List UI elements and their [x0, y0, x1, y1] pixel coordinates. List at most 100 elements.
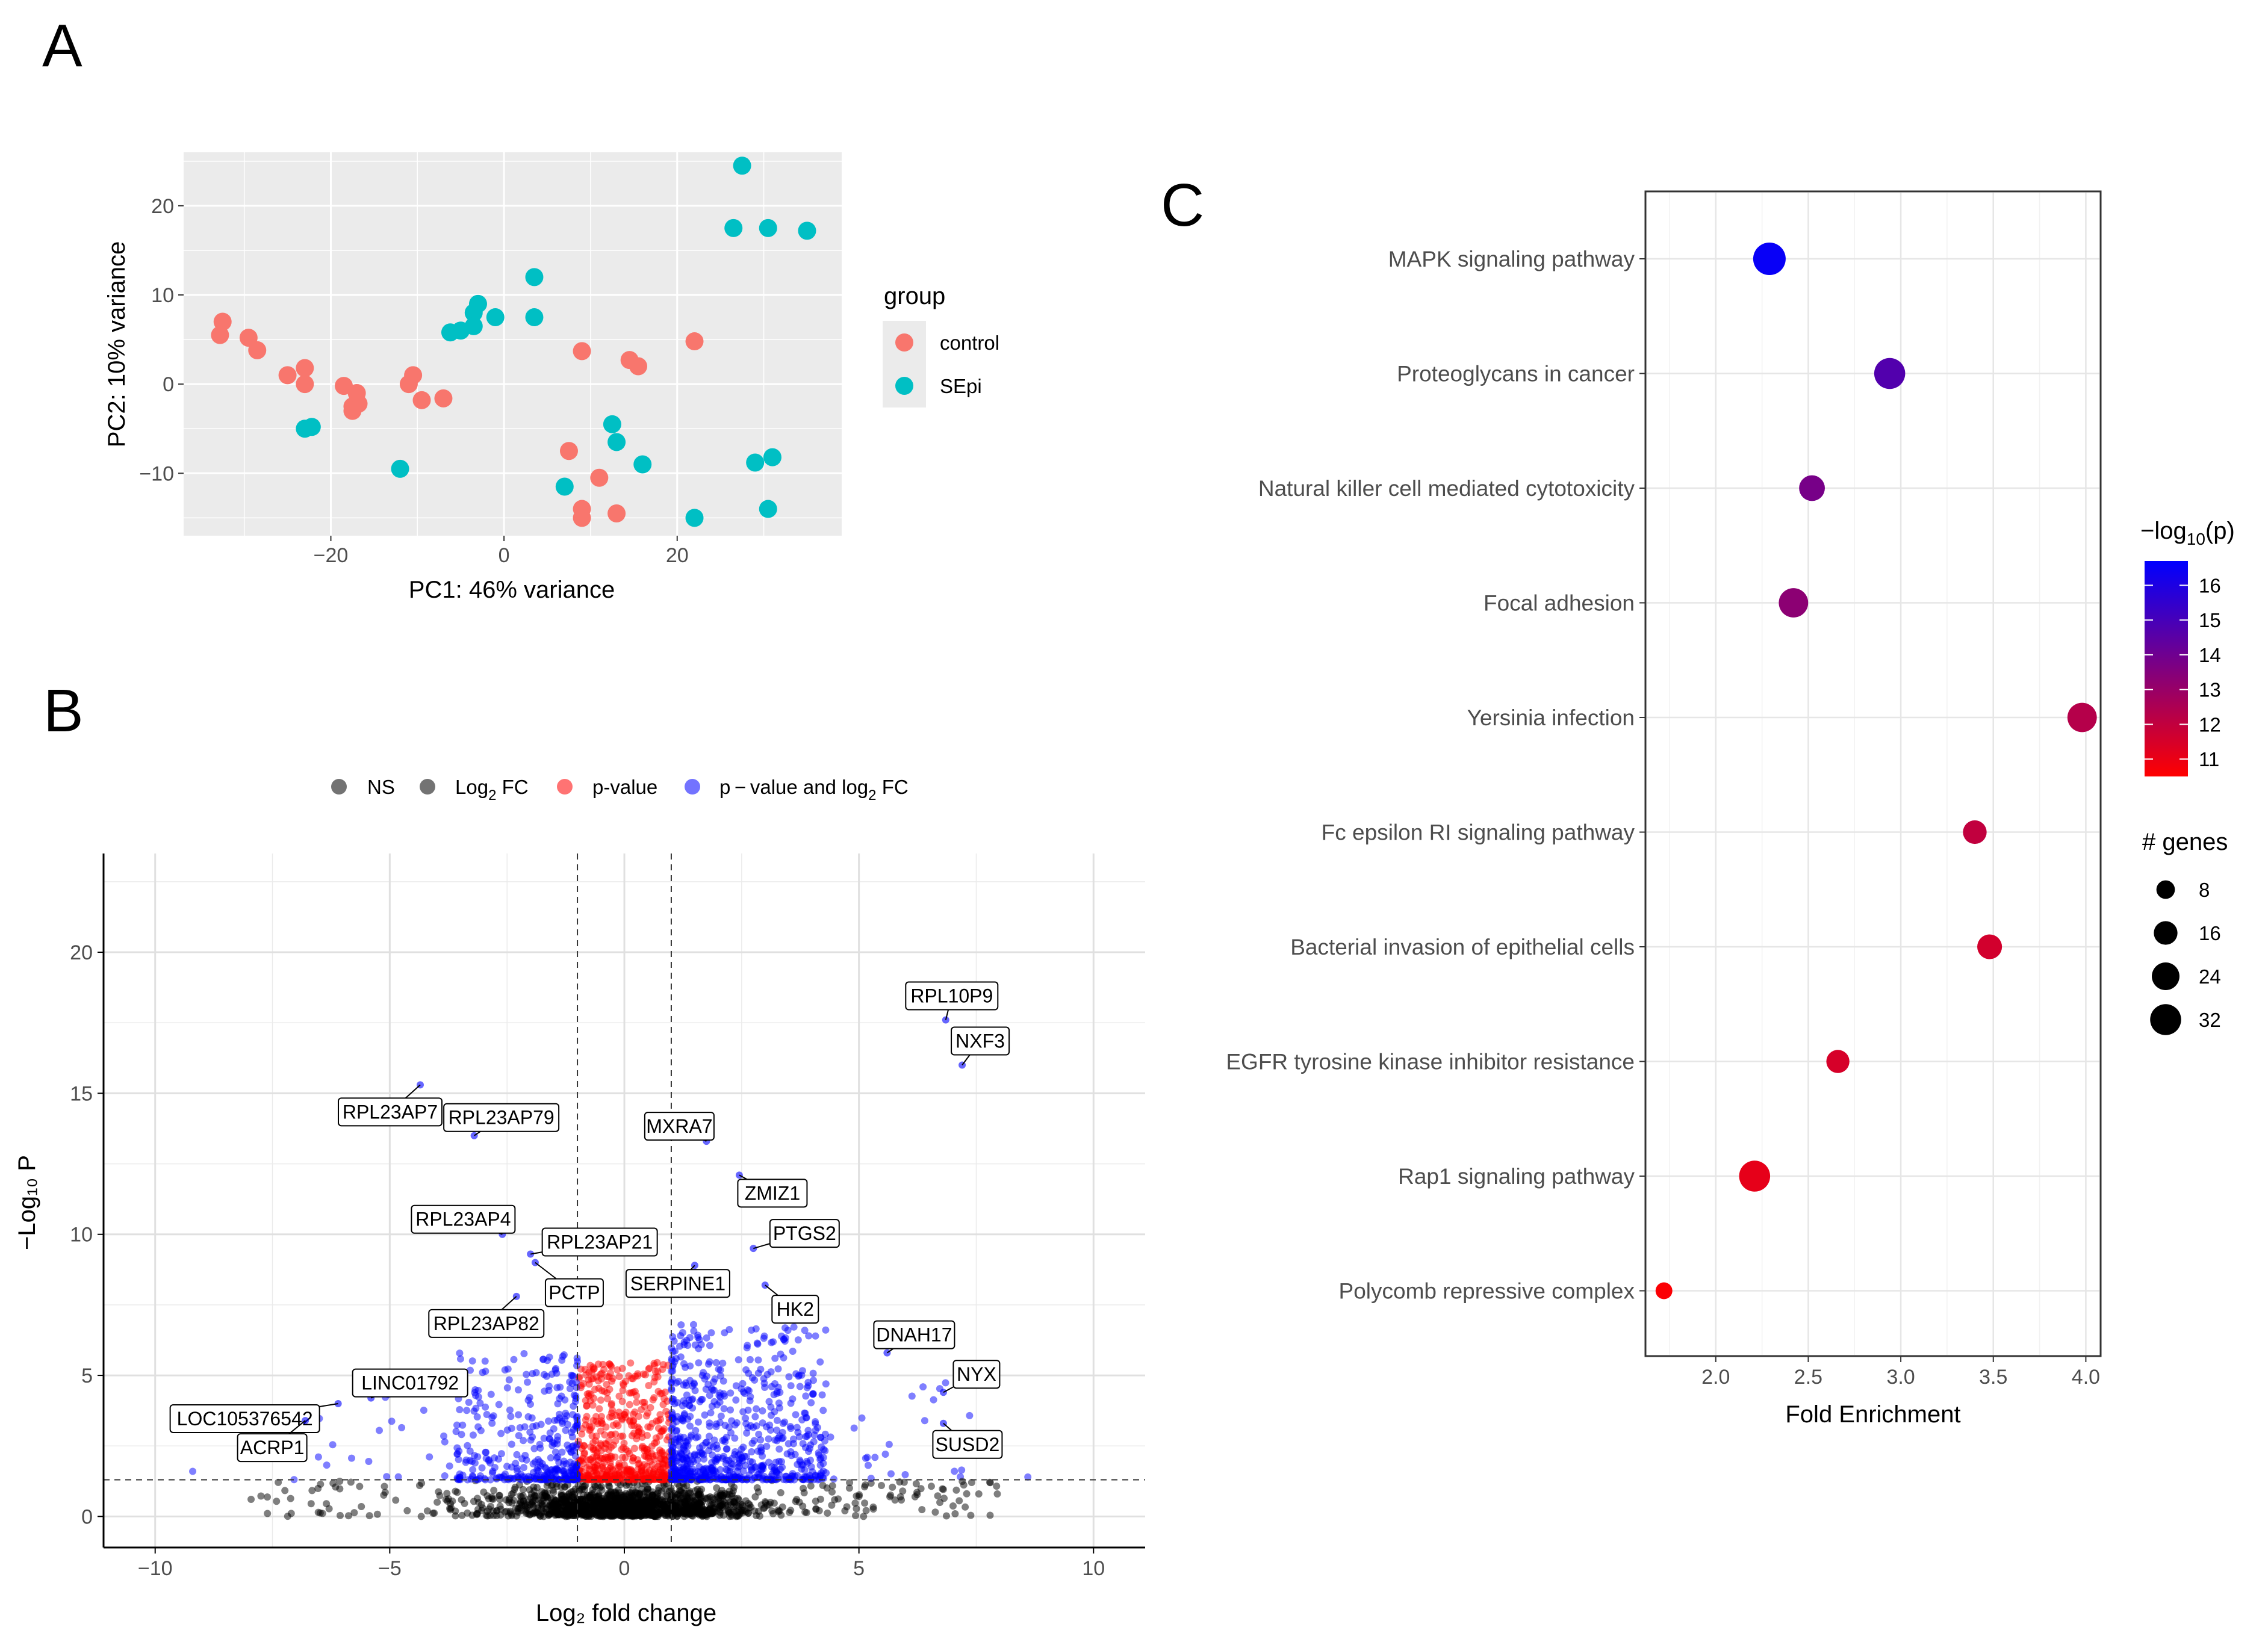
- volcano-point: [490, 1487, 498, 1495]
- volcano-point: [646, 1423, 654, 1431]
- enrichment-x-tick-label: 2.0: [1701, 1366, 1730, 1389]
- volcano-point: [669, 1333, 677, 1340]
- enrichment-category-label: Proteoglycans in cancer: [1397, 362, 1635, 386]
- volcano-point: [436, 1492, 444, 1499]
- volcano-point: [673, 1427, 680, 1435]
- volcano-point: [773, 1427, 781, 1434]
- volcano-point: [731, 1499, 739, 1507]
- volcano-point: [521, 1500, 529, 1508]
- enrichment-point: [1874, 358, 1906, 389]
- volcano-point: [770, 1391, 778, 1399]
- volcano-gene-label: RPL23AP82: [433, 1313, 539, 1334]
- enrichment-category-labels: MAPK signaling pathway Proteoglycans in c…: [1226, 247, 1635, 1304]
- volcano-point: [789, 1435, 797, 1443]
- volcano-point: [818, 1391, 826, 1399]
- volcano-y-tick-label: 20: [70, 941, 93, 964]
- volcano-point: [760, 1380, 768, 1387]
- volcano-point: [607, 1400, 615, 1408]
- volcano-point: [526, 1511, 534, 1519]
- volcano-point: [810, 1431, 818, 1439]
- pca-point-control: [573, 509, 591, 527]
- volcano-point: [491, 1454, 499, 1462]
- volcano-point: [541, 1463, 549, 1471]
- volcano-point: [721, 1422, 729, 1430]
- volcano-point: [787, 1382, 795, 1390]
- volcano-point: [516, 1500, 524, 1508]
- enrichment-plot: MAPK signaling pathway Proteoglycans in c…: [1226, 190, 2235, 1428]
- volcano-point: [807, 1399, 815, 1407]
- volcano-gene-label: LOC105376542: [177, 1408, 313, 1430]
- volcano-point: [642, 1412, 650, 1420]
- volcano-point: [912, 1480, 920, 1488]
- volcano-point: [719, 1359, 727, 1367]
- volcano-point: [748, 1374, 756, 1381]
- volcano-point: [482, 1448, 490, 1456]
- volcano-plot: RPL10P9 NXF3 RPL23AP7 RPL23AP79 MXRA7 ZMIZ1 RP…: [14, 776, 1145, 1626]
- volcano-point: [558, 1495, 565, 1503]
- volcano-point: [669, 1449, 677, 1457]
- volcano-point: [545, 1470, 553, 1478]
- volcano-point: [701, 1473, 709, 1481]
- volcano-point: [690, 1327, 698, 1335]
- volcano-point: [921, 1417, 928, 1425]
- volcano-point: [603, 1389, 611, 1397]
- volcano-point: [993, 1482, 1001, 1490]
- volcano-legend-label-ns: NS: [367, 776, 395, 798]
- volcano-point: [586, 1474, 594, 1482]
- pca-point-sepi: [724, 218, 743, 237]
- volcano-gene-label: RPL23AP7: [343, 1101, 438, 1123]
- volcano-point: [803, 1433, 811, 1440]
- volcano-point: [641, 1402, 649, 1410]
- volcano-point: [816, 1434, 824, 1442]
- volcano-label-box: [544, 1278, 604, 1307]
- pca-point-sepi: [525, 308, 544, 327]
- volcano-point: [443, 1490, 451, 1498]
- volcano-point: [482, 1454, 490, 1462]
- volcano-point: [587, 1443, 595, 1451]
- volcano-point: [721, 1392, 729, 1400]
- pca-point-sepi: [746, 453, 765, 472]
- volcano-label-box: [905, 981, 999, 1011]
- volcano-point: [608, 1510, 616, 1517]
- volcano-point: [458, 1431, 465, 1439]
- volcano-point: [533, 1508, 541, 1516]
- volcano-point: [746, 1397, 754, 1405]
- volcano-point: [461, 1499, 468, 1507]
- volcano-point: [556, 1383, 564, 1391]
- enrichment-category-label: Rap1 signaling pathway: [1398, 1164, 1635, 1189]
- enrichment-point: [1753, 243, 1786, 275]
- volcano-point: [624, 1467, 632, 1475]
- volcano-point: [336, 1485, 344, 1493]
- volcano-point: [731, 1421, 739, 1429]
- volcano-point: [900, 1478, 908, 1486]
- volcano-point: [619, 1433, 627, 1440]
- volcano-point: [630, 1430, 638, 1437]
- volcano-point: [986, 1511, 994, 1519]
- volcano-point: [852, 1511, 860, 1519]
- volcano-point: [633, 1392, 641, 1399]
- volcano-point: [901, 1471, 909, 1479]
- volcano-point: [530, 1494, 538, 1502]
- volcano-point: [417, 1513, 425, 1520]
- volcano-point: [757, 1436, 765, 1444]
- pca-point-sepi: [607, 433, 626, 451]
- volcano-point: [591, 1386, 599, 1393]
- volcano-point: [742, 1452, 750, 1460]
- volcano-y-axis-title: −Log₁₀ P: [14, 1155, 40, 1250]
- volcano-point: [536, 1440, 544, 1448]
- volcano-point: [562, 1427, 570, 1434]
- volcano-point: [777, 1489, 784, 1497]
- volcano-point: [659, 1365, 666, 1373]
- volcano-point: [287, 1495, 294, 1502]
- volcano-point: [739, 1502, 747, 1510]
- volcano-point: [781, 1337, 789, 1345]
- volcano-point: [689, 1512, 697, 1520]
- volcano-label-box: [951, 1026, 1010, 1056]
- volcano-point: [689, 1321, 697, 1328]
- volcano-point: [495, 1401, 503, 1408]
- enrichment-point: [1977, 934, 2002, 959]
- volcano-point: [544, 1357, 551, 1365]
- volcano-point: [570, 1391, 578, 1399]
- volcano-label-box: [873, 1320, 955, 1349]
- pca-point-sepi: [733, 156, 751, 175]
